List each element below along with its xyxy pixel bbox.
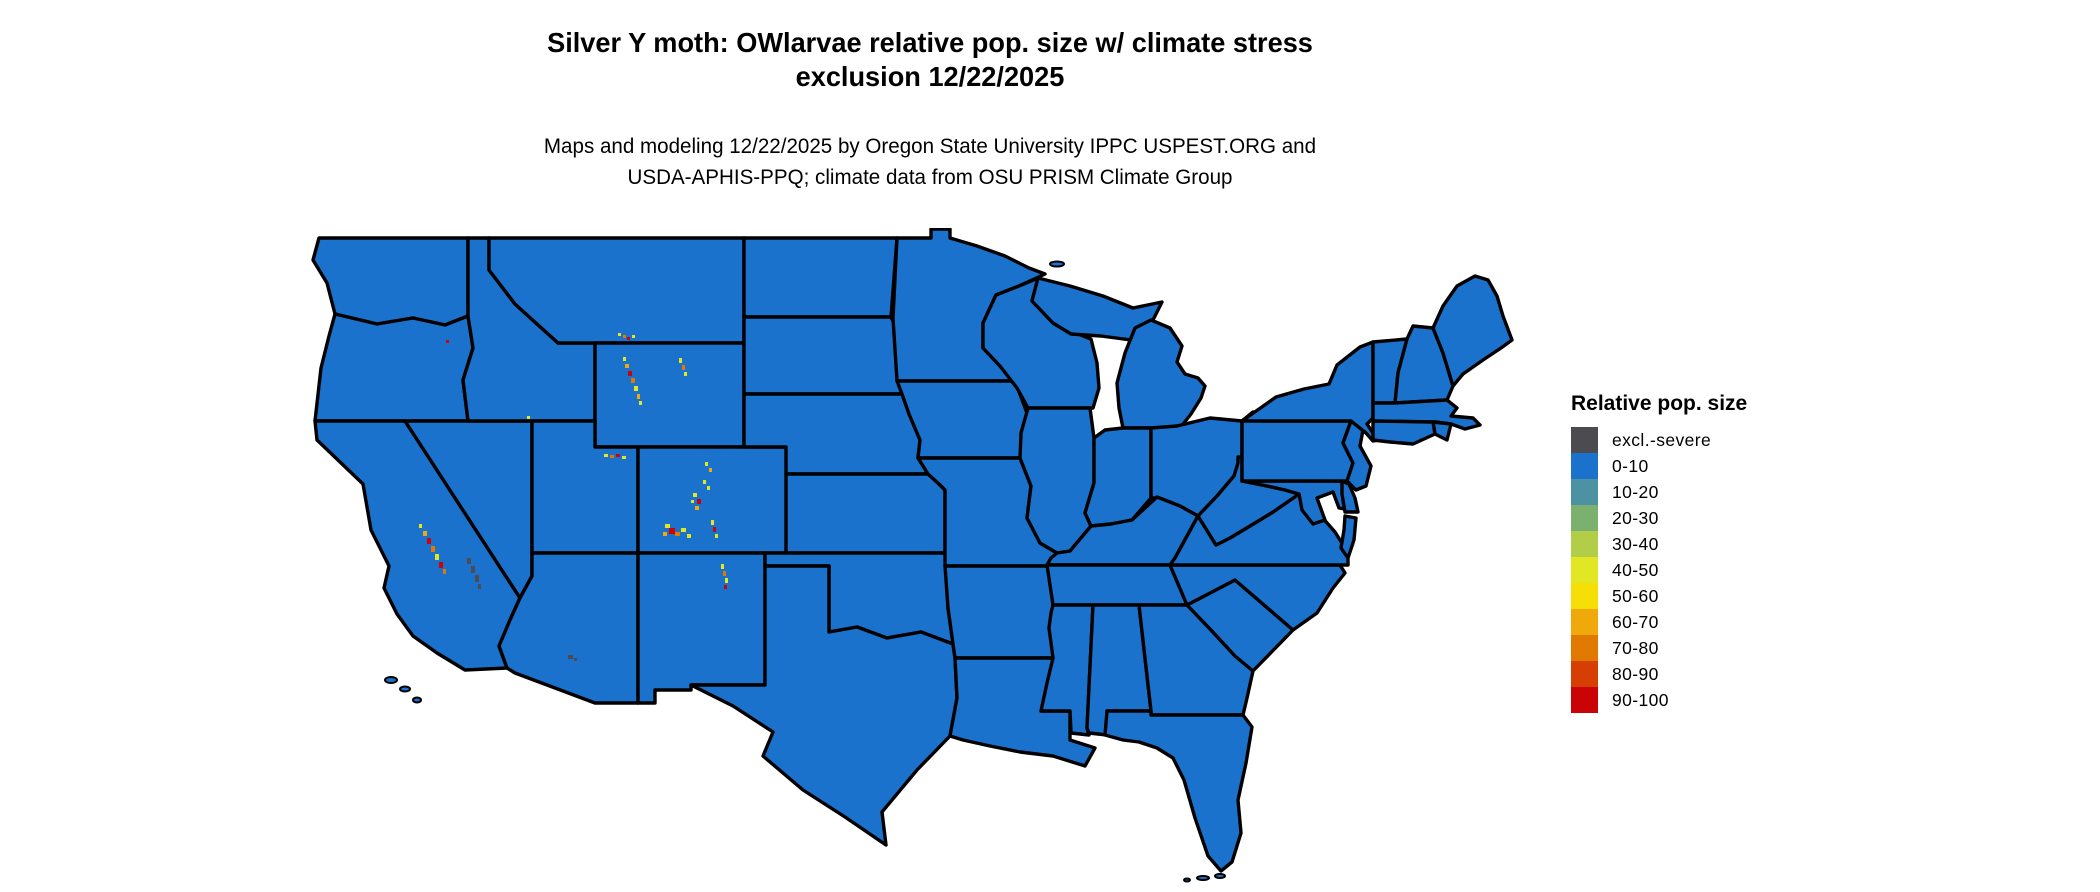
state-arkansas (943, 564, 1063, 660)
island-channel-2 (399, 685, 411, 693)
legend-color-swatch (1571, 583, 1598, 609)
island-florida-key-3 (1183, 877, 1191, 883)
legend-color-swatch (1571, 531, 1598, 557)
legend-row: 10-20 (1571, 479, 1871, 505)
map-title: Silver Y moth: OWlarvae relative pop. si… (203, 26, 1658, 94)
legend-label: 10-20 (1612, 482, 1659, 502)
state-north-dakota (742, 236, 899, 319)
hotspot-uinta-ut (604, 454, 626, 459)
state-new-jersey (1341, 419, 1373, 492)
legend-row: 90-100 (1571, 687, 1871, 713)
legend-row: 30-40 (1571, 531, 1871, 557)
legend-row: 20-30 (1571, 505, 1871, 531)
legend-color-swatch (1571, 427, 1598, 453)
us-map (311, 228, 1514, 883)
state-kansas (784, 472, 947, 555)
island-florida-key-2 (1214, 873, 1226, 879)
legend-color-swatch (1571, 505, 1598, 531)
legend: Relative pop. size excl.-severe 0-10 10-… (1571, 392, 1871, 713)
hotspot-san-francisco-peaks-excluded (568, 655, 577, 661)
legend-label: 40-50 (1612, 560, 1659, 580)
map-subtitle: Maps and modeling 12/22/2025 by Oregon S… (195, 131, 1665, 193)
state-new-mexico (636, 551, 767, 705)
state-south-dakota (742, 315, 904, 396)
hotspot-colorado-rockies (663, 462, 718, 538)
legend-row: 0-10 (1571, 453, 1871, 479)
legend-label: excl.-severe (1612, 430, 1712, 450)
state-tennessee (1045, 563, 1189, 607)
hotspot-owens-valley-excluded (467, 558, 481, 589)
region-delmarva (1339, 514, 1358, 560)
states-layer (311, 228, 1514, 873)
legend-color-swatch (1571, 661, 1598, 687)
legend-row: 80-90 (1571, 661, 1871, 687)
legend-label: 90-100 (1612, 690, 1669, 710)
state-oregon (313, 312, 475, 423)
state-colorado (636, 445, 789, 555)
state-wyoming (593, 341, 746, 449)
legend-label: 20-30 (1612, 508, 1659, 528)
state-texas (689, 564, 959, 847)
legend-color-swatch (1571, 687, 1598, 713)
hotspots-layer (419, 333, 728, 661)
legend-title: Relative pop. size (1571, 392, 1748, 415)
legend-color-swatch (1571, 453, 1598, 479)
legend-color-swatch (1571, 609, 1598, 635)
hotspot-blue-mountains-or (446, 340, 449, 343)
legend-label: 70-80 (1612, 638, 1659, 658)
map-subtitle-line1: Maps and modeling 12/22/2025 by Oregon S… (543, 135, 1317, 158)
island-isle-royale (1049, 260, 1065, 268)
hotspot-absaroka-mt (527, 333, 635, 419)
legend-label: 80-90 (1612, 664, 1659, 684)
hotspot-sangre-de-cristo (721, 564, 728, 589)
map-title-line2: exclusion 12/22/2025 (795, 61, 1065, 92)
legend-label: 0-10 (1612, 456, 1649, 476)
legend-row: 60-70 (1571, 609, 1871, 635)
state-maine (1431, 274, 1514, 388)
legend-color-swatch (1571, 635, 1598, 661)
legend-label: 30-40 (1612, 534, 1659, 554)
state-wisconsin (981, 276, 1101, 410)
map-title-line1: Silver Y moth: OWlarvae relative pop. si… (547, 27, 1313, 58)
legend-row: excl.-severe (1571, 427, 1871, 453)
state-connecticut (1371, 419, 1437, 446)
legend-row: 70-80 (1571, 635, 1871, 661)
island-channel-1 (384, 676, 398, 684)
state-florida (1103, 709, 1254, 873)
legend-color-swatch (1571, 557, 1598, 583)
legend-rows: excl.-severe 0-10 10-20 20-30 30-40 40-5… (1571, 427, 1871, 713)
islands-layer (384, 260, 1226, 883)
state-michigan-lower (1115, 318, 1207, 430)
state-north-carolina (1168, 563, 1347, 632)
island-florida-key-1 (1196, 875, 1210, 881)
hotspot-wind-river-wy (623, 357, 642, 405)
legend-label: 60-70 (1612, 612, 1659, 632)
legend-label: 50-60 (1612, 586, 1659, 606)
state-washington (311, 236, 470, 327)
hotspot-bighorn-wy (679, 358, 687, 376)
map-subtitle-line2: USDA-APHIS-PPQ; climate data from OSU PR… (627, 166, 1233, 189)
legend-row: 40-50 (1571, 557, 1871, 583)
hotspot-sierra-nevada-ca (419, 524, 446, 574)
legend-color-swatch (1571, 479, 1598, 505)
island-channel-3 (412, 696, 422, 704)
legend-row: 50-60 (1571, 583, 1871, 609)
